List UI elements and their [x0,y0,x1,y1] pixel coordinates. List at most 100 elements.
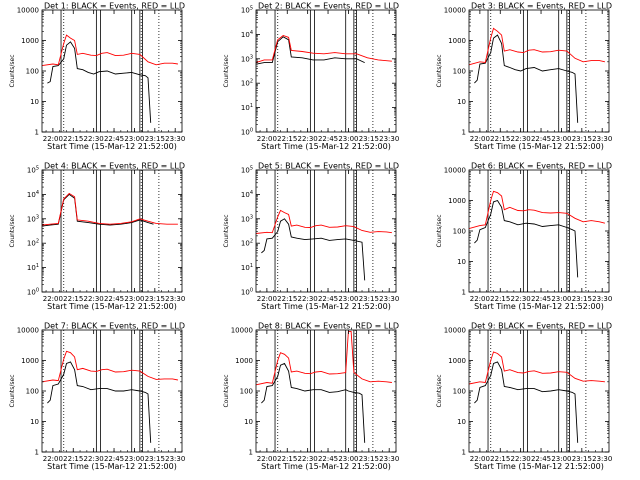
series-events-line [47,361,152,443]
y-tick-exponent: 5 [36,166,39,172]
y-tick-label: 103 [27,214,39,223]
y-tick-label: 1000 [21,357,39,365]
series-lld-line [468,27,605,66]
y-tick-base: 10 [27,167,36,175]
y-tick-base: 10 [241,55,250,63]
y-tick-exponent: 3 [250,214,253,220]
y-tick-base: 10 [27,289,36,297]
x-tick-label: 22:45 [318,135,338,143]
panel-title: Det 2: BLACK = Events, RED = LLD [258,2,399,11]
x-tick-label: 23:30 [592,455,612,463]
x-tick-label: 22:00 [470,455,490,463]
y-tick-label: 100 [241,288,253,297]
x-tick-label: 22:15 [490,295,510,303]
y-tick-label: 105 [241,166,253,175]
x-axis-label: Start Time (15-Mar-12 21:52:00) [47,462,177,471]
y-tick-label: 103 [241,214,253,223]
y-tick-label: 100 [27,288,39,297]
y-tick-base: 10 [27,264,36,272]
y-tick-label: 10000 [231,327,253,335]
y-tick-label: 105 [241,6,253,15]
series-lld-line [468,190,606,230]
panel-det-3: 1 10 100 1000 10000 22:00 22:15 22:30 22:45 23:00… [436,2,612,152]
y-tick-label: 103 [241,54,253,63]
x-axis-label: Start Time (15-Mar-12 21:52:00) [47,302,177,311]
y-tick-label: 10 [244,418,253,426]
panel-det-7: 1 10 100 1000 10000 22:00 22:15 22:30 22:45 23:00… [9,322,185,472]
x-tick-label: 23:30 [379,295,399,303]
y-tick-label: 1000 [448,357,466,365]
y-tick-label: 100 [453,228,466,236]
x-axis-label: Start Time (15-Mar-12 21:52:00) [474,142,604,151]
x-axis-label: Start Time (15-Mar-12 21:52:00) [261,462,391,471]
x-axis-label: Start Time (15-Mar-12 21:52:00) [474,302,604,311]
y-axis-label: Counts/sec [9,54,16,87]
x-tick-label: 22:45 [531,455,551,463]
series-lld-line [255,330,392,386]
panel-title: Det 3: BLACK = Events, RED = LLD [471,2,612,11]
y-axis-label: Counts/sec [9,214,16,247]
series-lld-line [255,34,392,64]
y-tick-base: 10 [27,215,36,223]
y-tick-label: 100 [241,128,253,137]
x-tick-label: 22:30 [298,455,318,463]
y-tick-base: 10 [27,240,36,248]
x-tick-label: 23:00 [124,295,144,303]
x-tick-label: 23:15 [145,135,165,143]
y-tick-label: 10 [457,258,466,266]
panel-title: Det 1: BLACK = Events, RED = LLD [44,2,185,11]
x-tick-label: 22:45 [531,135,551,143]
y-tick-exponent: 2 [250,79,253,85]
series-lld-line [255,209,392,234]
y-axis-label: Counts/sec [436,54,443,87]
y-tick-exponent: 1 [36,263,39,269]
y-tick-base: 10 [241,31,250,39]
y-tick-base: 10 [241,289,250,297]
y-tick-base: 10 [241,104,250,112]
plot-frame [468,169,610,293]
x-tick-label: 22:15 [63,295,83,303]
x-tick-label: 22:30 [298,295,318,303]
y-axis-label: Counts/sec [223,214,230,247]
x-tick-label: 22:15 [277,455,297,463]
y-tick-exponent: 5 [250,166,253,172]
x-tick-label: 22:30 [511,135,531,143]
x-tick-label: 23:30 [379,455,399,463]
x-tick-label: 22:45 [104,455,124,463]
y-tick-exponent: 0 [36,288,39,294]
y-tick-exponent: 0 [250,128,253,134]
y-tick-base: 10 [241,264,250,272]
y-tick-label: 10000 [444,7,466,15]
y-tick-label: 102 [241,79,253,88]
plot-frame [255,169,397,293]
panel-title: Det 9: BLACK = Events, RED = LLD [471,322,612,331]
y-tick-exponent: 5 [250,6,253,12]
panel-det-8: 1 10 100 1000 10000 22:00 22:15 22:30 22:45 23:00… [223,322,399,472]
y-tick-label: 101 [241,103,253,112]
y-tick-label: 10000 [17,7,39,15]
series-events-line [474,361,579,443]
x-tick-label: 23:30 [379,135,399,143]
x-tick-label: 23:15 [359,295,379,303]
x-tick-label: 23:15 [572,295,592,303]
x-tick-label: 23:30 [592,135,612,143]
y-tick-label: 1000 [448,197,466,205]
x-tick-label: 22:45 [531,295,551,303]
y-tick-label: 102 [241,239,253,248]
x-tick-label: 22:15 [490,135,510,143]
y-tick-base: 10 [241,167,250,175]
plot-frame [468,329,610,453]
x-tick-label: 22:00 [257,135,277,143]
panel-det-9: 1 10 100 1000 10000 22:00 22:15 22:30 22:45 23:00… [436,322,612,472]
x-tick-label: 23:30 [165,295,185,303]
panel-det-6: 1 10 100 1000 10000 22:00 22:15 22:30 22:45 23:00… [436,162,612,312]
x-tick-label: 23:15 [572,455,592,463]
y-tick-label: 1 [35,449,39,457]
y-tick-label: 1 [249,449,253,457]
series-events-line [255,36,365,65]
x-tick-label: 22:00 [470,295,490,303]
y-tick-label: 104 [241,190,253,199]
y-tick-label: 101 [241,263,253,272]
